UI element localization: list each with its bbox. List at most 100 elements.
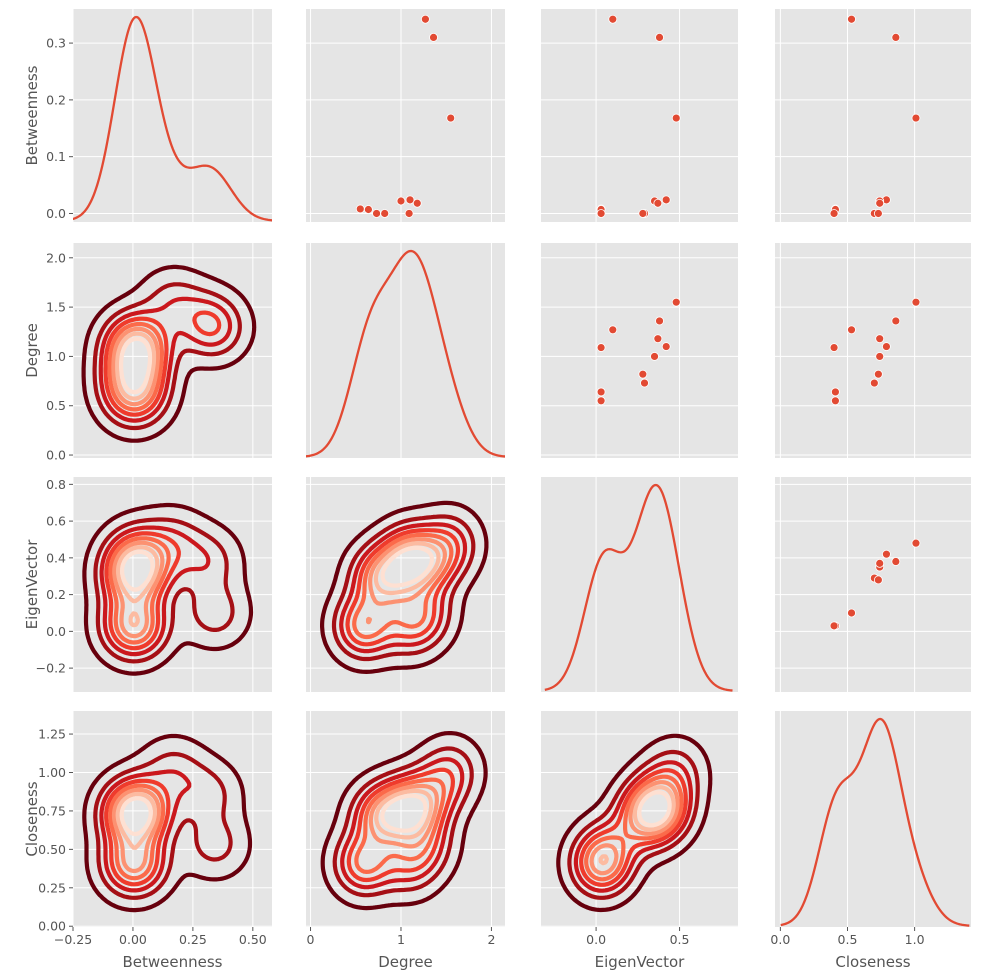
scatter-point: [653, 334, 663, 344]
scatter-point: [650, 352, 659, 361]
contour-level-5: [108, 536, 171, 645]
x-tick-label: 0.00: [119, 932, 147, 947]
scatter-point: [873, 209, 883, 218]
panel-betweenness-vs-degree: [306, 9, 505, 222]
scatter-point: [829, 621, 839, 631]
panel-closeness-vs-degree: 0 1 2 Degree: [306, 711, 505, 971]
scatter-point: [911, 538, 921, 548]
scatter-point: [882, 342, 891, 351]
scatter-point: [847, 608, 856, 618]
contour-level-1: [81, 264, 257, 443]
contour-level-8: [119, 336, 153, 395]
scatter-point: [661, 342, 671, 351]
y-axis-label-degree: Degree: [23, 323, 41, 378]
contour-level-6: [368, 783, 439, 849]
contour-level-6: [366, 537, 447, 625]
scatter-point: [911, 113, 921, 123]
panel-degree-vs-betweenness: 0.0 0.5 1.0 1.5 2.0 Degree: [23, 243, 272, 463]
contour-level-6: [111, 326, 160, 407]
x-tick-label: 0.0: [770, 932, 790, 947]
contour-level-1: [320, 731, 488, 911]
scatter-point: [446, 113, 456, 123]
y-tick-label: 1.25: [38, 727, 66, 742]
scatter-point: [911, 297, 921, 307]
scatter-point: [873, 369, 883, 379]
contour-level-7: [115, 331, 157, 401]
panel-degree-vs-degree: [306, 243, 505, 458]
panel-degree-vs-eigenvector: [541, 243, 738, 458]
panel-background: [306, 9, 505, 222]
contour-level-6: [589, 780, 680, 876]
scatter-point: [655, 316, 664, 326]
contour-level-8: [637, 790, 672, 828]
x-axis-label-betweenness: Betweenness: [123, 953, 223, 971]
panel-background: [541, 243, 738, 458]
scatter-point: [429, 33, 438, 42]
y-tick-label: 0.0: [46, 206, 66, 221]
scatter-point: [847, 14, 856, 24]
scatter-point: [873, 575, 883, 585]
contour-level-5: [354, 777, 446, 874]
scatter-point: [829, 209, 839, 218]
panel-betweenness-vs-eigenvector: [541, 9, 738, 222]
y-axis-label-eigenvector: EigenVector: [23, 539, 41, 630]
scatter-point: [596, 209, 606, 218]
scatter-point: [882, 549, 891, 559]
scatter-point: [372, 209, 381, 218]
contour-level-3: [339, 522, 468, 654]
contour-level-3: [99, 769, 192, 893]
scatter-point: [396, 196, 406, 206]
x-tick-label: 0.25: [179, 932, 207, 947]
kde-line-degree: [306, 249, 505, 458]
x-axis-label-eigenvector: EigenVector: [595, 953, 686, 971]
scatter-point: [661, 195, 671, 205]
contour-level-5: [107, 321, 164, 412]
panel-background: [775, 477, 971, 692]
contour-level-1: [320, 500, 489, 674]
y-tick-label: 0.0: [46, 448, 66, 463]
x-tick-label: 2: [487, 932, 495, 947]
contour-level-2: [93, 751, 233, 900]
contour-level-3: [99, 525, 211, 657]
contour-level-8: [380, 793, 428, 833]
scatter-point: [671, 297, 681, 307]
scatter-point: [653, 198, 663, 208]
contour-level-8: [380, 545, 435, 588]
panel-closeness-vs-eigenvector: 0.0 0.5 EigenVector: [541, 711, 738, 971]
scatter-point: [829, 343, 839, 352]
contour-level-5: [108, 783, 166, 881]
contour-level-7: [115, 791, 157, 850]
contour-level-1: [556, 733, 713, 913]
contour-level-1: [82, 502, 254, 676]
scatter-point: [847, 325, 856, 335]
kde-line-eigenvector: [544, 483, 733, 692]
contour-level-4: [579, 768, 688, 887]
scatter-point: [420, 14, 430, 24]
scatter-point: [596, 387, 606, 397]
x-tick-label: 0.5: [670, 932, 690, 947]
scatter-point: [638, 369, 648, 379]
x-tick-label: 0.5: [838, 932, 858, 947]
y-tick-label: 0.25: [38, 880, 66, 895]
panel-betweenness-vs-betweenness: 0.0 0.1 0.2 0.3 Betweenness: [23, 9, 272, 222]
contour-level-3: [573, 760, 693, 893]
scatter-point: [380, 209, 390, 218]
y-tick-label: 0.75: [38, 803, 66, 818]
contour-level-4: [104, 531, 181, 651]
y-tick-label: 0.2: [46, 92, 66, 107]
contour-level-8: [120, 549, 155, 592]
panel-background: [775, 711, 971, 927]
y-tick-label: −0.2: [36, 661, 66, 676]
scatter-point: [412, 198, 422, 208]
scatter-point: [891, 33, 901, 42]
scatter-point: [875, 558, 885, 568]
panel-eigenvector-vs-degree: [306, 477, 505, 692]
scatter-point: [831, 396, 840, 406]
x-axis-label-degree: Degree: [378, 953, 433, 971]
x-tick-label: 0: [307, 932, 315, 947]
y-axis-label-closeness: Closeness: [23, 781, 41, 856]
contour-level-2: [332, 746, 474, 898]
y-tick-label: 0.1: [46, 149, 66, 164]
panel-degree-vs-closeness: [775, 243, 971, 458]
